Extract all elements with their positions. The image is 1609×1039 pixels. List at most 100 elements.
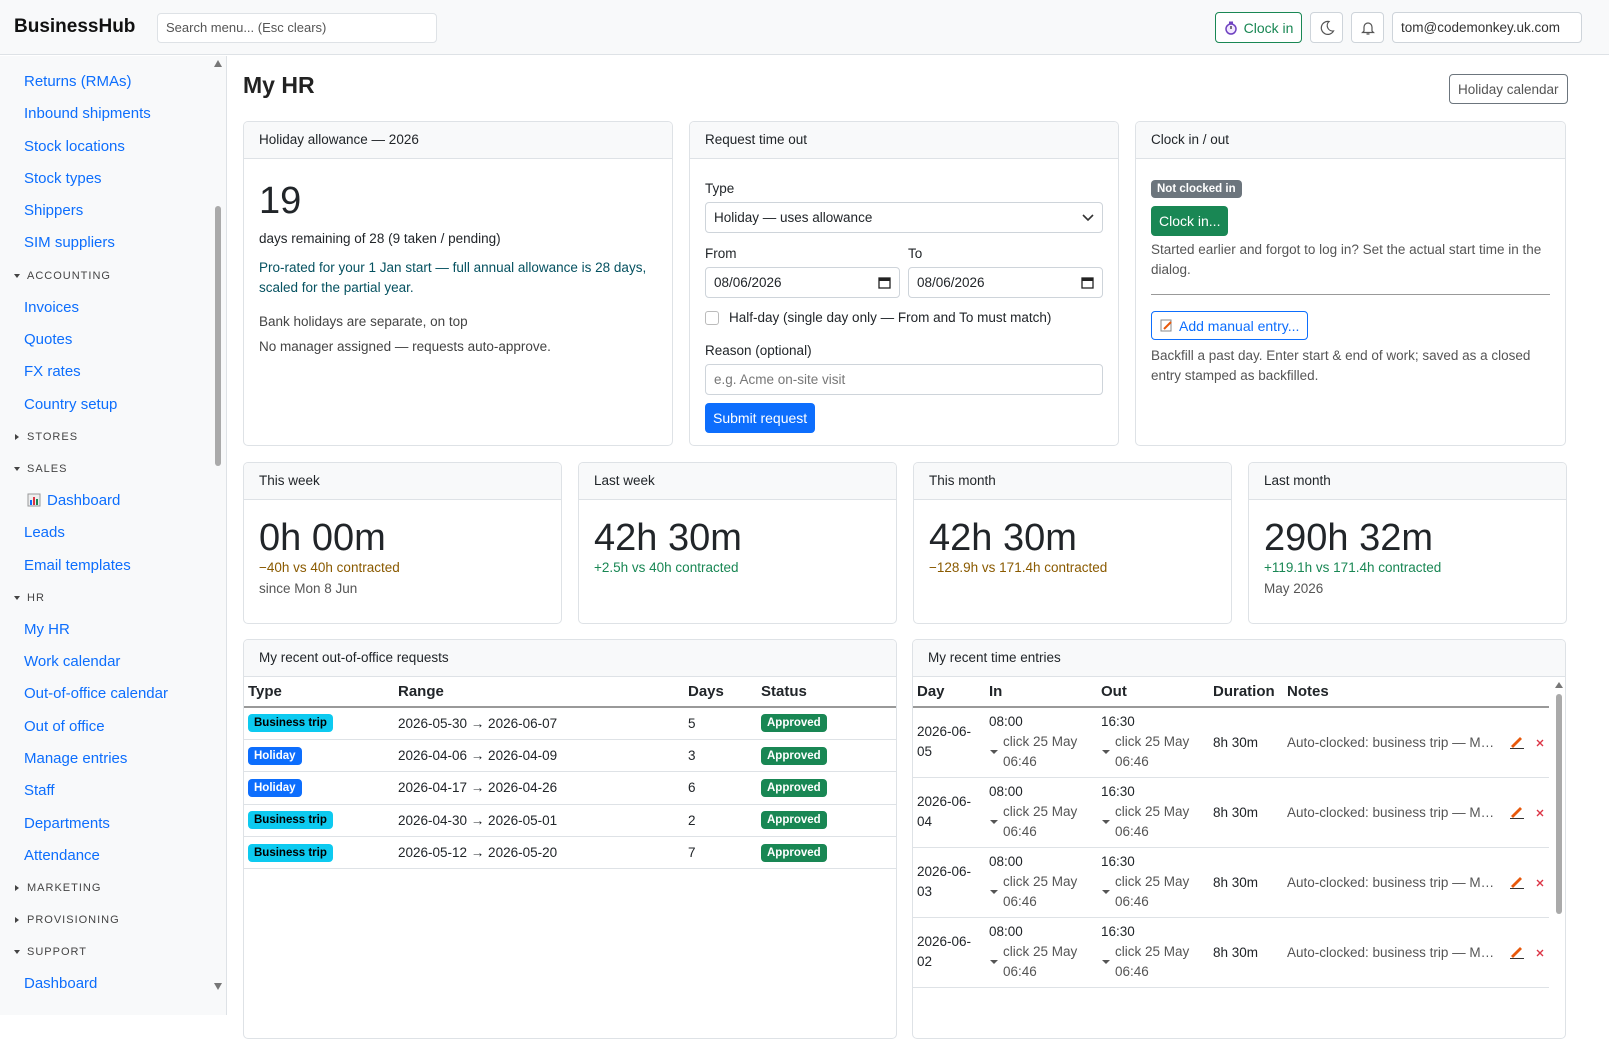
range-cell: 2026-05-12 → 2026-05-20 — [394, 836, 684, 870]
menu-section[interactable]: ACCOUNTING — [0, 260, 226, 292]
menu-link[interactable]: Manage entries — [0, 743, 226, 775]
source-text: click 25 May 06:46 — [1003, 874, 1078, 909]
manual-entry-button[interactable]: Add manual entry... — [1151, 311, 1309, 340]
request-row: Business trip 2026-05-30 → 2026-06-07 5 App… — [244, 707, 896, 740]
menu-link[interactable]: Shippers — [24, 202, 84, 220]
menu-link[interactable]: Attendance — [0, 840, 226, 872]
allowance-line: Bank holidays are separate, on top — [259, 314, 468, 329]
in-time: 08:00 — [989, 924, 1023, 939]
notes-cell: Auto-clocked: business trip — M… — [1283, 917, 1549, 988]
menu-link[interactable]: Quotes — [0, 324, 226, 356]
stat-delta: −128.9h vs 171.4h contracted — [929, 560, 1108, 575]
source: click 25 May 06:46 — [989, 802, 1093, 842]
search-input[interactable]: Search menu... (Esc clears) — [157, 13, 437, 43]
menu-link[interactable]: Out of office — [0, 711, 226, 743]
day-cell: 2026-06-02 — [913, 917, 985, 988]
edit-icon[interactable] — [1509, 805, 1525, 819]
type-badge: Business trip — [248, 843, 333, 862]
edit-icon[interactable] — [1509, 735, 1525, 750]
delete-icon[interactable] — [1535, 875, 1545, 889]
holiday-calendar-button[interactable]: Holiday calendar — [1449, 74, 1568, 104]
menu-link-label: Email templates — [24, 556, 131, 574]
delete-icon[interactable] — [1535, 945, 1545, 959]
menu-link[interactable]: Stock locations — [24, 137, 125, 155]
menu-link[interactable]: FX rates — [0, 356, 226, 388]
menu-link[interactable]: SIM suppliers — [24, 234, 115, 252]
menu-link[interactable]: Inbound shipments — [24, 105, 151, 123]
menu-link[interactable]: Dashboard — [0, 968, 226, 1000]
reason-input[interactable]: e.g. Acme on-site visit — [705, 364, 1103, 395]
caret — [1102, 960, 1110, 964]
menu-link[interactable]: Staff — [0, 775, 226, 807]
status-badge: Approved — [761, 746, 827, 765]
clock-in-button[interactable]: Clock in — [1215, 12, 1302, 43]
in-cell: 08:00 click 25 May 06:46 — [985, 917, 1097, 988]
source: click 25 May 06:46 — [989, 872, 1093, 912]
menu-section[interactable]: HR — [0, 582, 226, 614]
in-time: 08:00 — [989, 714, 1023, 730]
status-cell: Approved — [757, 836, 896, 870]
days-cell: 6 — [684, 771, 757, 805]
menu-section[interactable]: STORES — [0, 421, 226, 453]
user-menu[interactable]: tom@codemonkey.uk.com — [1392, 12, 1582, 43]
menu-section[interactable]: MARKETING — [0, 872, 226, 904]
source-text: click 25 May 06:46 — [1115, 874, 1190, 909]
sidebar-scrollbar[interactable] — [212, 56, 224, 1015]
from-value: 08/06/2026 — [714, 275, 782, 290]
card-header: Holiday allowance — 2026 — [244, 122, 672, 159]
column-header: Duration — [1209, 677, 1283, 708]
to-input[interactable]: 08/06/2026 — [908, 267, 1103, 298]
from-input[interactable]: 08/06/2026 — [705, 267, 900, 298]
card-header: Last week — [579, 463, 896, 500]
menu-link[interactable]: Work calendar — [0, 646, 226, 678]
menu-link[interactable]: Email templates — [0, 550, 226, 582]
menu-section[interactable]: PROVISIONING — [0, 904, 226, 936]
notes-text: Auto-clocked: business trip — M… — [1287, 734, 1495, 750]
remaining-text: days remaining of 28 (9 taken / pending) — [259, 231, 501, 246]
menu-link[interactable]: Dashboard — [0, 485, 226, 517]
submit-button[interactable]: Submit request — [705, 403, 816, 433]
clock-in-dialog-button[interactable]: Clock in... — [1151, 206, 1229, 236]
delete-icon[interactable] — [1535, 735, 1545, 749]
menu-link[interactable]: Departments — [0, 808, 226, 840]
edit-icon[interactable] — [1509, 945, 1525, 959]
allowance-card: Holiday allowance — 2026 19 days remaini… — [243, 121, 673, 446]
status-cell: Approved — [757, 804, 896, 838]
status-badge: Approved — [761, 811, 827, 830]
menu-link[interactable]: Leads — [0, 517, 226, 549]
menu-link[interactable]: Returns (RMAs) — [24, 73, 132, 90]
type-select[interactable]: Holiday — uses allowance — [705, 202, 1103, 233]
reason-label: Reason (optional) — [705, 343, 812, 358]
delete-icon[interactable] — [1535, 805, 1545, 819]
stat-delta: +119.1h vs 171.4h contracted — [1264, 560, 1442, 575]
menu-link[interactable]: Out-of-office calendar — [0, 678, 226, 710]
menu-section[interactable]: SUPPORT — [0, 936, 226, 968]
edit-icon[interactable] — [1509, 875, 1525, 889]
entries-scrollbar[interactable] — [1553, 678, 1565, 1038]
menu-link[interactable]: Invoices — [0, 292, 226, 324]
top-bar: BusinessHub Search menu... (Esc clears) … — [0, 0, 1609, 55]
caret — [1102, 890, 1110, 894]
menu-section[interactable]: SALES — [0, 453, 226, 485]
type-cell: Business trip — [244, 836, 394, 870]
menu-link[interactable]: Country setup — [0, 389, 226, 421]
stat-sub: since Mon 8 Jun — [259, 581, 358, 596]
manual-entry-label: Add manual entry... — [1179, 317, 1300, 334]
theme-toggle[interactable] — [1310, 12, 1343, 43]
brand[interactable]: BusinessHub — [14, 16, 136, 37]
sidebar: Returns (RMAs) Inbound shipments Stock loc… — [0, 56, 227, 1015]
menu-link[interactable]: My HR — [0, 614, 226, 646]
bell-icon — [1360, 21, 1375, 35]
source-text: click 25 May 06:46 — [1115, 804, 1190, 839]
type-cell: Holiday — [244, 771, 394, 805]
card-body: 42h 30m −128.9h vs 171.4h contracted — [914, 500, 1231, 591]
half-day-checkbox[interactable] — [705, 310, 719, 325]
menu-link-label: Leads — [24, 524, 65, 542]
request-row: Holiday 2026-04-17 → 2026-04-26 6 Approved — [244, 771, 896, 805]
out-time: 16:30 — [1101, 854, 1135, 869]
stat-value: 42h 30m — [929, 517, 1077, 559]
row-actions — [1509, 735, 1545, 750]
notifications[interactable] — [1351, 12, 1384, 43]
menu-link[interactable]: Stock types — [24, 169, 102, 187]
days-cell: 5 — [684, 707, 757, 740]
